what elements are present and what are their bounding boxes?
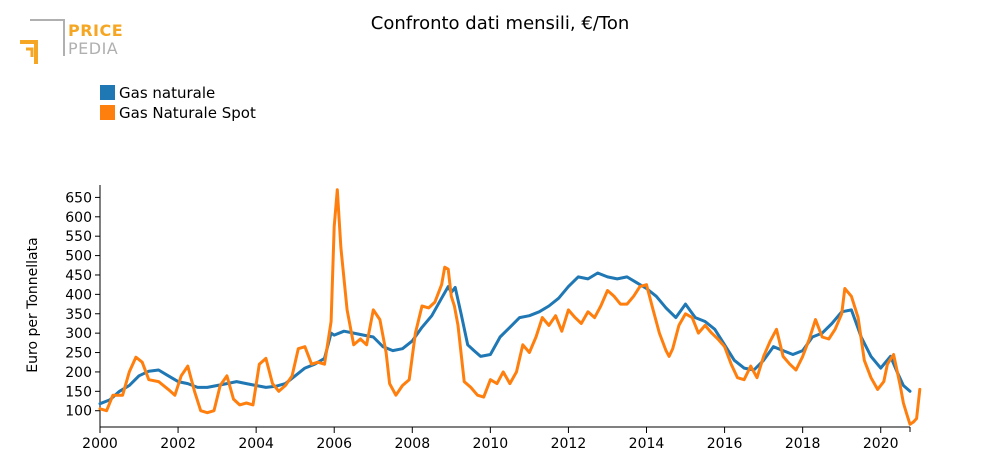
x-tick-label: 2020 xyxy=(863,436,899,452)
y-axis-label: Euro per Tonnellata xyxy=(25,237,41,372)
y-tick-label: 400 xyxy=(65,287,92,303)
x-axis: 2000 2002 2004 2006 2008 2010 2012 2014 2016 2018… xyxy=(82,426,911,452)
x-tick-label: 2018 xyxy=(785,436,821,452)
legend-label-gas-naturale-spot: Gas Naturale Spot xyxy=(119,104,256,122)
y-tick-label: 300 xyxy=(65,326,92,342)
legend-swatch-gas-naturale-spot xyxy=(100,105,115,120)
series-line-gas-naturale-spot xyxy=(98,188,922,426)
y-axis: 100 150 200 250 300 350 400 450 500 550 600 650 xyxy=(65,185,101,427)
logo-text-pedia: PEDIA xyxy=(68,39,118,58)
x-tick-label: 2006 xyxy=(316,436,352,452)
x-tick-label: 2014 xyxy=(629,436,665,452)
x-tick-label: 2012 xyxy=(551,436,587,452)
y-tick-label: 250 xyxy=(65,346,92,362)
x-tick-label: 2008 xyxy=(394,436,430,452)
x-tick-label: 2016 xyxy=(707,436,743,452)
legend-label-gas-naturale: Gas naturale xyxy=(119,84,215,102)
legend-swatch-gas-naturale xyxy=(100,85,115,100)
chart-title: Confronto dati mensili, €/Ton xyxy=(371,13,630,34)
y-tick-label: 200 xyxy=(65,365,92,381)
y-tick-label: 450 xyxy=(65,268,92,284)
series-layer xyxy=(98,188,922,426)
logo-text-price: PRICE xyxy=(68,21,123,40)
series-line-gas-naturale xyxy=(98,271,912,406)
legend: Gas naturale Gas Naturale Spot xyxy=(100,84,256,122)
logo-mark-orange-inner xyxy=(26,47,34,57)
legend-item-gas-naturale-spot[interactable]: Gas Naturale Spot xyxy=(100,104,256,122)
x-tick-label: 2004 xyxy=(238,436,274,452)
y-tick-label: 600 xyxy=(65,210,92,226)
x-tick-label: 2010 xyxy=(473,436,509,452)
y-tick-label: 100 xyxy=(65,404,92,420)
y-tick-label: 550 xyxy=(65,229,92,245)
legend-item-gas-naturale[interactable]: Gas naturale xyxy=(100,84,215,102)
x-tick-label: 2002 xyxy=(160,436,196,452)
y-tick-label: 350 xyxy=(65,307,92,323)
x-tick-label: 2000 xyxy=(82,436,118,452)
y-tick-label: 650 xyxy=(65,190,92,206)
y-tick-label: 150 xyxy=(65,384,92,400)
logo-mark-orange-outer xyxy=(20,40,38,64)
pricepedia-logo: PRICE PEDIA xyxy=(20,19,123,64)
y-tick-label: 500 xyxy=(65,249,92,265)
logo-mark-grey xyxy=(30,19,65,56)
